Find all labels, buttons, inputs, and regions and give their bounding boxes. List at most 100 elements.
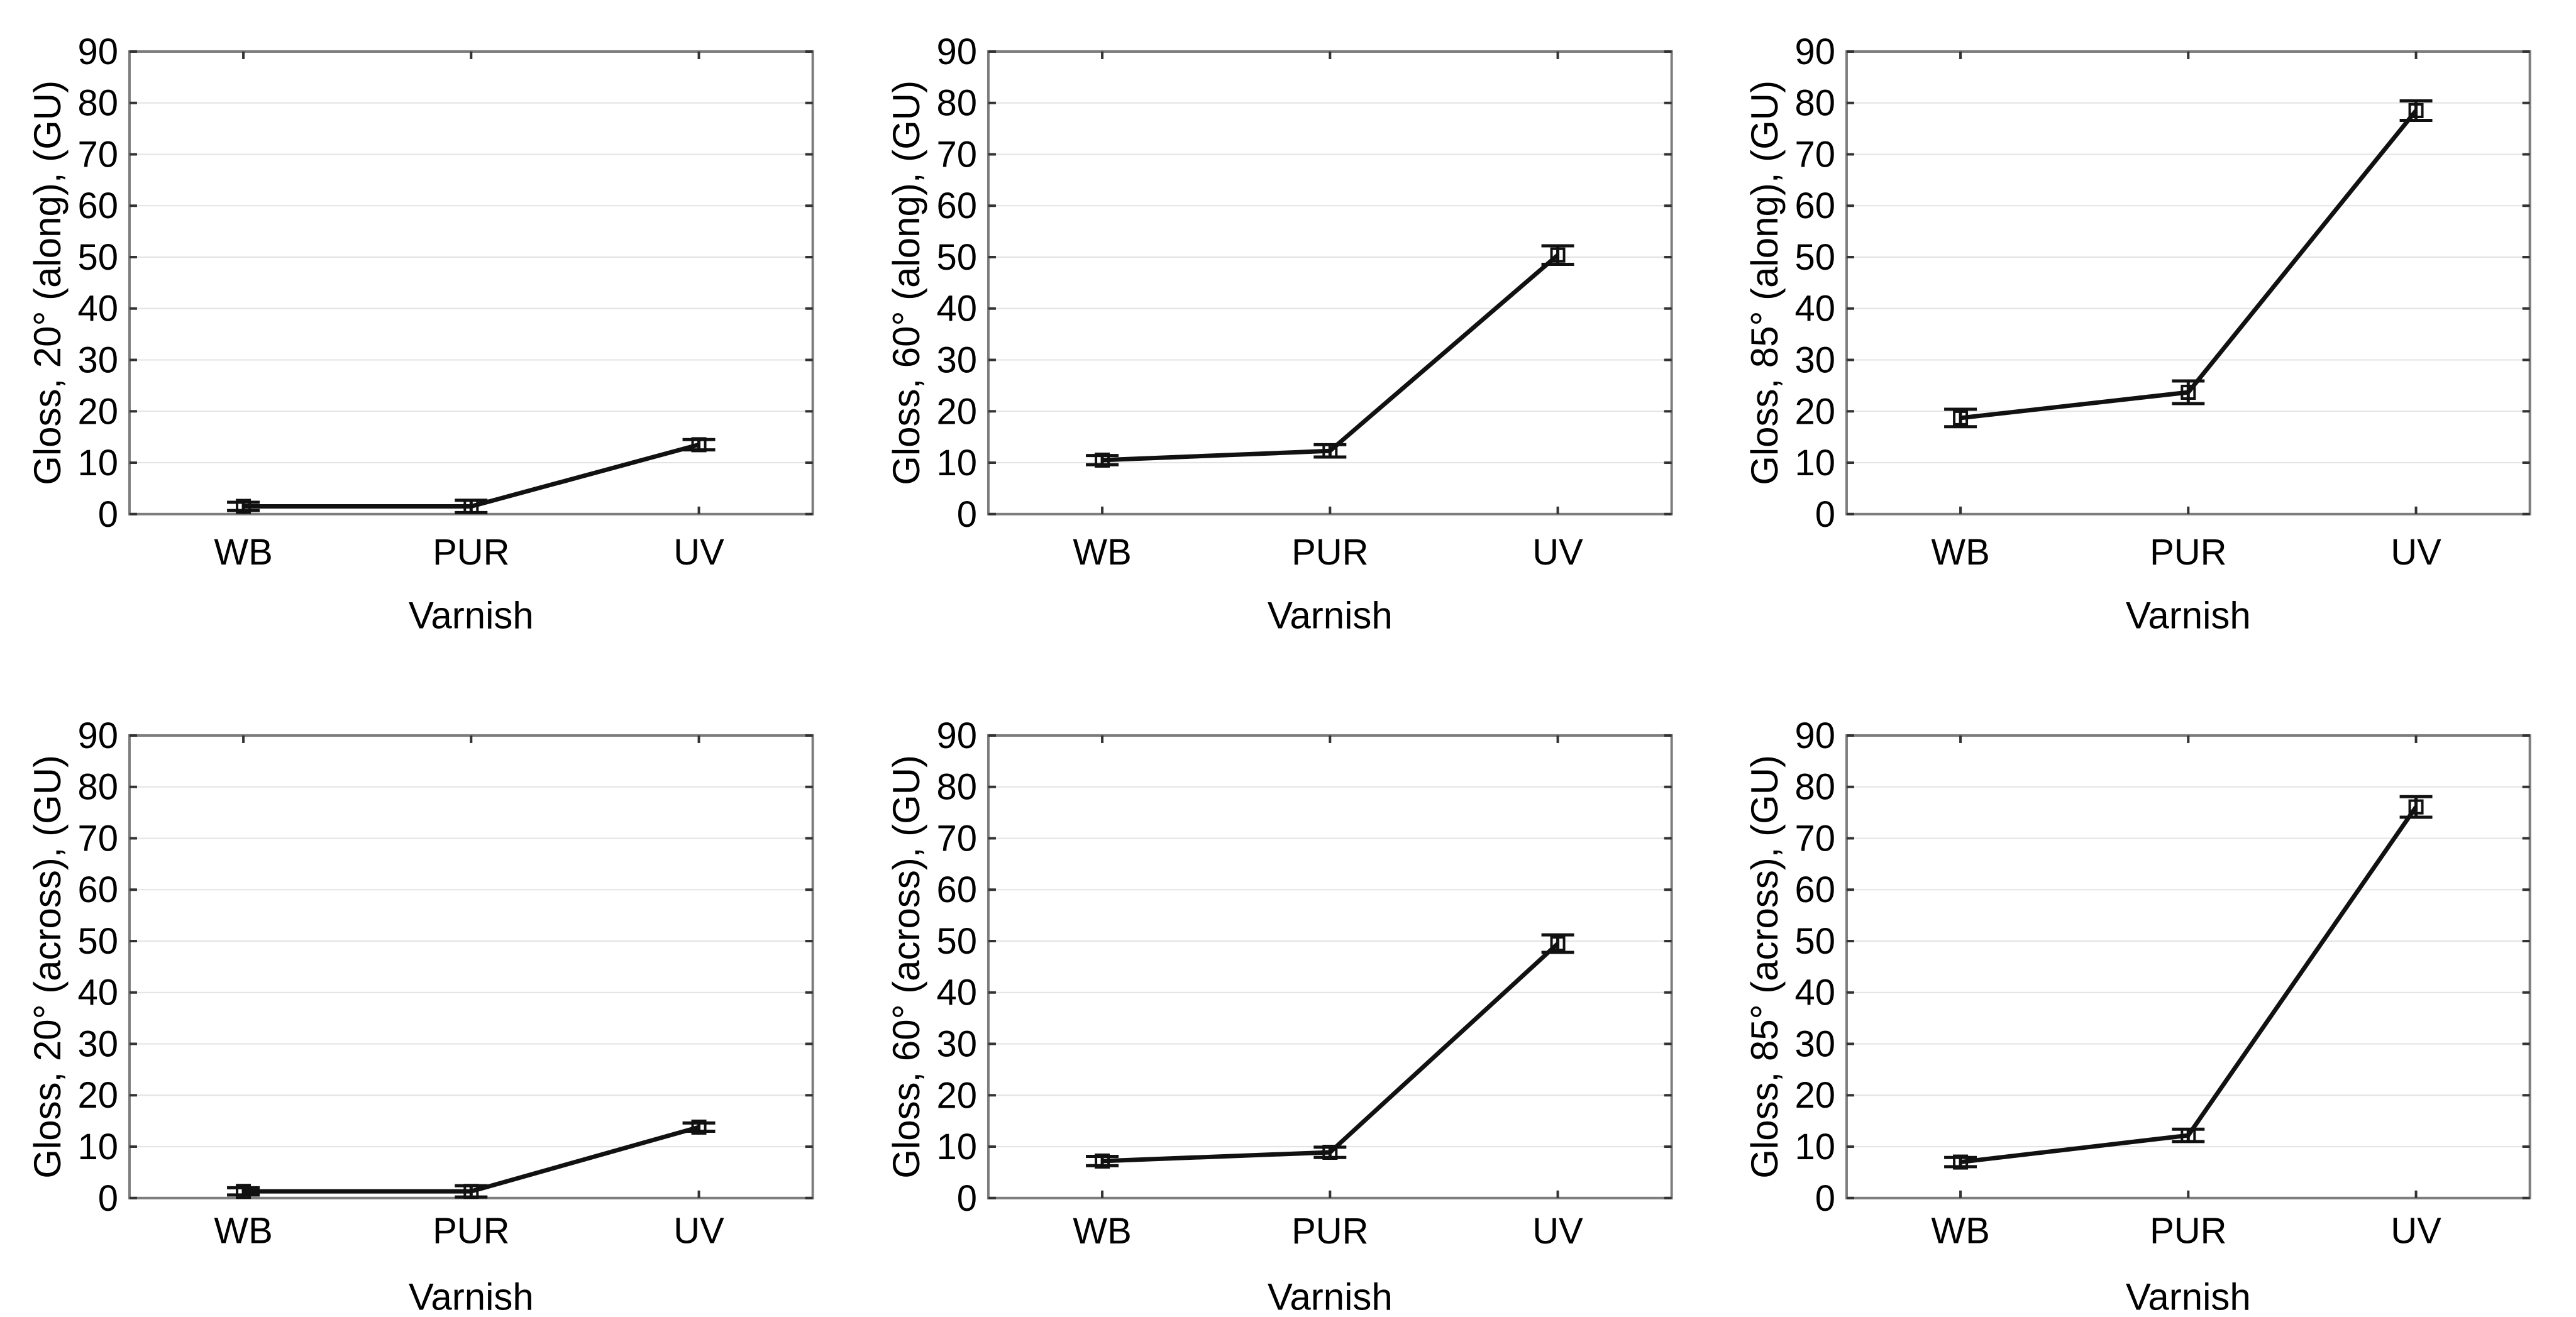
data-point-marker bbox=[463, 1183, 479, 1199]
y-tick-label: 80 bbox=[1795, 84, 1835, 124]
y-tick-label: 70 bbox=[1795, 818, 1835, 859]
y-tick-label: 20 bbox=[1795, 1076, 1835, 1116]
x-tick-label: WB bbox=[214, 532, 272, 573]
y-tick-label: 70 bbox=[936, 135, 976, 175]
y-tick-label: 50 bbox=[77, 922, 118, 962]
y-tick-label: 90 bbox=[77, 32, 118, 72]
chart-svg: 0 10 20 30 40 50 60 70 80 90 WB PUR UV Varnish Gloss, … bbox=[26, 716, 814, 1317]
plot-frame bbox=[128, 734, 814, 1199]
data-point-marker bbox=[1322, 443, 1337, 459]
y-tick-label: 80 bbox=[936, 767, 976, 807]
x-tick-label: PUR bbox=[433, 1211, 509, 1251]
data-point-marker bbox=[2408, 799, 2424, 815]
plot-frame bbox=[128, 50, 814, 515]
y-tick-label: 20 bbox=[936, 392, 976, 432]
y-tick-label: 50 bbox=[1795, 238, 1835, 278]
panel-gloss-20-along: 0 10 20 30 40 50 60 70 80 90 WB PUR UV Varnish Gloss, … bbox=[0, 0, 859, 659]
y-tick-label: 30 bbox=[77, 1024, 118, 1064]
y-tick-label: 0 bbox=[1815, 495, 1835, 535]
data-point-marker bbox=[236, 499, 252, 514]
data-line bbox=[1960, 805, 2418, 1164]
y-tick-label: 60 bbox=[1795, 186, 1835, 226]
chart-svg: 0 10 20 30 40 50 60 70 80 90 WB PUR UV Varnish Gloss, … bbox=[1744, 716, 2532, 1317]
x-tick-label: UV bbox=[1532, 532, 1583, 573]
x-axis-title: Varnish bbox=[2126, 1276, 2251, 1317]
y-tick-label: 20 bbox=[936, 1076, 976, 1116]
y-tick-label: 10 bbox=[1795, 443, 1835, 483]
panel-gloss-85-across: 0 10 20 30 40 50 60 70 80 90 WB PUR UV Varnish Gloss, … bbox=[1717, 659, 2576, 1317]
y-tick-label: 80 bbox=[77, 84, 118, 124]
data-point-marker bbox=[1550, 935, 1566, 951]
data-point-marker bbox=[1094, 452, 1110, 468]
data-point-marker bbox=[1094, 1153, 1110, 1169]
x-axis-title: Varnish bbox=[409, 595, 534, 637]
y-tick-label: 40 bbox=[1795, 289, 1835, 329]
panel-gloss-60-along: 0 10 20 30 40 50 60 70 80 90 WB PUR UV Varnish Gloss, … bbox=[859, 0, 1718, 659]
y-tick-label: 70 bbox=[77, 818, 118, 859]
y-tick-label: 0 bbox=[956, 495, 976, 535]
y-tick-label: 20 bbox=[77, 1076, 118, 1116]
y-tick-label: 10 bbox=[936, 1127, 976, 1167]
x-axis-title: Varnish bbox=[409, 1276, 534, 1317]
panel-gloss-20-across: 0 10 20 30 40 50 60 70 80 90 WB PUR UV Varnish Gloss, … bbox=[0, 659, 859, 1317]
chart-svg: 0 10 20 30 40 50 60 70 80 90 WB PUR UV Varnish Gloss, … bbox=[1744, 32, 2532, 637]
x-tick-label: PUR bbox=[2150, 1211, 2226, 1251]
y-tick-label: 20 bbox=[77, 392, 118, 432]
x-tick-label: PUR bbox=[1291, 1211, 1368, 1251]
y-tick-label: 60 bbox=[936, 870, 976, 910]
data-point-marker bbox=[1322, 1144, 1337, 1160]
x-axis-title: Varnish bbox=[1268, 1276, 1393, 1317]
x-tick-label: PUR bbox=[433, 532, 509, 573]
y-tick-label: 80 bbox=[77, 767, 118, 807]
y-tick-label: 0 bbox=[1815, 1179, 1835, 1219]
panel-gloss-85-along: 0 10 20 30 40 50 60 70 80 90 WB PUR UV Varnish Gloss, … bbox=[1717, 0, 2576, 659]
y-tick-label: 50 bbox=[936, 238, 976, 278]
data-line bbox=[243, 1125, 700, 1194]
y-tick-label: 40 bbox=[77, 289, 118, 329]
y-tick-label: 10 bbox=[1795, 1127, 1835, 1167]
y-tick-label: 90 bbox=[936, 716, 976, 756]
x-tick-label: WB bbox=[1073, 532, 1131, 573]
y-tick-label: 60 bbox=[77, 186, 118, 226]
data-line bbox=[1960, 109, 2418, 421]
y-tick-label: 40 bbox=[936, 973, 976, 1013]
y-tick-label: 90 bbox=[1795, 32, 1835, 72]
y-tick-label: 30 bbox=[77, 341, 118, 381]
data-point-marker bbox=[2408, 103, 2424, 118]
y-tick-label: 0 bbox=[98, 495, 118, 535]
x-tick-label: WB bbox=[1932, 532, 1990, 573]
chart-svg: 0 10 20 30 40 50 60 70 80 90 WB PUR UV Varnish Gloss, … bbox=[26, 32, 814, 637]
data-point-marker bbox=[236, 1183, 252, 1199]
y-tick-label: 60 bbox=[77, 870, 118, 910]
y-tick-label: 40 bbox=[77, 973, 118, 1013]
x-tick-label: UV bbox=[673, 532, 724, 573]
y-tick-label: 80 bbox=[936, 84, 976, 124]
y-tick-label: 90 bbox=[936, 32, 976, 72]
y-axis-title: Gloss, 60° (along), (GU) bbox=[885, 80, 927, 485]
y-tick-label: 0 bbox=[956, 1179, 976, 1219]
y-tick-label: 90 bbox=[1795, 716, 1835, 756]
panel-gloss-60-across: 0 10 20 30 40 50 60 70 80 90 WB PUR UV Varnish Gloss, … bbox=[859, 659, 1718, 1317]
y-tick-label: 10 bbox=[936, 443, 976, 483]
y-tick-label: 0 bbox=[98, 1179, 118, 1219]
y-tick-label: 80 bbox=[1795, 767, 1835, 807]
y-tick-label: 60 bbox=[936, 186, 976, 226]
y-axis-title: Gloss, 85° (along), (GU) bbox=[1744, 80, 1786, 485]
x-tick-label: UV bbox=[2391, 532, 2442, 573]
data-point-marker bbox=[691, 437, 707, 453]
y-axis-title: Gloss, 60° (across), (GU) bbox=[885, 755, 927, 1179]
data-point-marker bbox=[1953, 410, 1969, 426]
y-tick-label: 40 bbox=[936, 289, 976, 329]
data-line bbox=[243, 443, 700, 509]
chart-svg: 0 10 20 30 40 50 60 70 80 90 WB PUR UV Varnish Gloss, … bbox=[885, 716, 1673, 1317]
x-tick-label: PUR bbox=[2150, 532, 2226, 573]
y-tick-label: 70 bbox=[936, 818, 976, 859]
y-tick-label: 30 bbox=[936, 1024, 976, 1064]
y-tick-label: 90 bbox=[77, 716, 118, 756]
y-axis-title: Gloss, 20° (across), (GU) bbox=[26, 755, 69, 1179]
y-tick-label: 10 bbox=[77, 443, 118, 483]
y-tick-label: 70 bbox=[77, 135, 118, 175]
y-tick-label: 30 bbox=[936, 341, 976, 381]
data-point-marker bbox=[2181, 385, 2196, 400]
